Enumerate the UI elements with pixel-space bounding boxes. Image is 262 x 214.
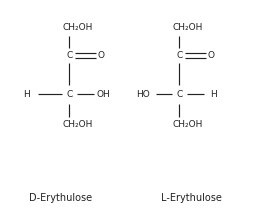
Text: H: H — [23, 90, 30, 99]
Text: O: O — [208, 51, 214, 60]
Text: H: H — [210, 90, 217, 99]
Text: CH₂OH: CH₂OH — [172, 23, 203, 32]
Text: CH₂OH: CH₂OH — [62, 23, 92, 32]
Text: CH₂OH: CH₂OH — [62, 120, 92, 129]
Text: D-Erythulose: D-Erythulose — [29, 193, 92, 203]
Text: C: C — [66, 51, 73, 60]
Text: C: C — [176, 90, 183, 99]
Text: OH: OH — [97, 90, 110, 99]
Text: C: C — [66, 90, 73, 99]
Text: C: C — [176, 51, 183, 60]
Text: O: O — [97, 51, 104, 60]
Text: L-Erythulose: L-Erythulose — [161, 193, 222, 203]
Text: CH₂OH: CH₂OH — [172, 120, 203, 129]
Text: HO: HO — [136, 90, 150, 99]
